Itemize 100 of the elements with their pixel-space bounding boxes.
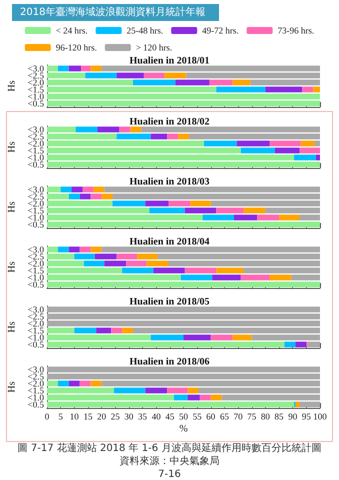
x-tick-label: 15 [83,412,93,422]
bar [274,148,300,154]
legend-label: < 24 hrs. [56,26,88,36]
x-tick-label: 95 [302,412,312,422]
bar [216,86,266,92]
bar [302,86,314,92]
y-tick-label: <1.0 [28,332,44,342]
x-tick-label: 100 [313,412,328,422]
bar [47,214,203,220]
bar [47,140,204,146]
bar [104,260,126,266]
y-tick-label: <1.5 [28,206,44,216]
y-axis-title: Hs [6,261,18,273]
chart-title: Hualien in 2018/05 [129,296,210,308]
bar [98,126,120,132]
bar [47,186,61,192]
y-tick-label: <0.5 [28,340,44,350]
bar [47,268,122,274]
bar [316,154,320,160]
bar [47,246,58,252]
bar [198,388,320,394]
y-axis-title: Hs [6,321,18,333]
bar [188,388,199,394]
bar [178,134,189,140]
y-tick-label: <2.0 [28,318,44,328]
chart-title: Hualien in 2018/03 [129,176,210,188]
bar [244,268,320,274]
bar [210,334,233,340]
y-tick-label: <0.5 [28,280,44,290]
bar [188,394,200,400]
y-tick-label: <3.0 [28,364,44,374]
bar [204,140,237,146]
source-note: 資料來源：中央氣象局 [118,455,220,468]
bar [295,402,300,408]
chart-title: Hualien in 2018/01 [129,56,210,66]
bar [269,274,292,280]
x-axis-title: % [179,424,188,434]
bar [158,254,320,260]
bar [240,148,275,154]
bar [119,126,130,132]
bar [232,334,252,340]
bar [244,208,266,214]
bar [93,186,104,192]
y-tick-label: <3.0 [28,64,44,74]
bar [240,274,270,280]
bar [114,388,146,394]
bar [145,200,168,206]
bar [47,374,320,380]
bar [94,254,117,260]
x-tick-label: 60 [206,412,216,422]
x-tick-label: 50 [179,412,188,422]
frame-outline: Hs <3.0 <2.5 <2.0 <1.5 <1.0 <0.5 Hualien in 2018/02 Hs <3.0 <2.5 <2.0 <1.5 <1.0 <0.5 Hualien in 2018/03 Hs <3.0 <2.5 <2.0 <1.5 <1.0 <0.5 Hualien in 2018/04 Hs <3.0 <2.5 <2.0 <1.5 <1.0 <0.5 Hualien in 2018/05 Hs % <3.0 <2.5 <2.0 <1.5 <1.0 <0.5 0 5 10 15 20 25 30 35 40 45 50 55 60 65 70 75 80 85 90 95 100 Hualien in 2018/06 [6,111,333,442]
legend-label: 96-120 hrs. [56,42,97,52]
bar [47,194,69,200]
bar [47,148,241,154]
x-tick-label: 55 [192,412,202,422]
bar [47,200,113,206]
bar [47,342,285,348]
bar [47,134,117,140]
bar [74,254,95,260]
bar [60,186,72,192]
bar [111,328,122,334]
y-tick-label: <2.5 [28,132,44,142]
y-tick-label: <1.5 [28,386,44,396]
legend-label: > 120 hrs. [136,42,172,52]
bar [232,80,250,86]
x-tick-label: 25 [110,412,120,422]
bar [308,342,320,348]
bar [47,126,76,132]
y-tick-label: <2.0 [28,78,44,88]
bar [80,246,91,252]
bar [68,246,80,252]
bar [216,208,244,214]
legend-label: 73-96 hrs. [278,26,314,36]
y-axis-title: Hs [6,381,18,393]
bar [146,260,168,266]
y-tick-label: <3.0 [28,304,44,314]
bar [102,380,320,386]
bar [149,208,185,214]
y-axis-title: Hs [6,141,18,153]
bar [210,200,320,206]
bar [234,214,258,220]
bar [174,394,188,400]
y-axis-title: Hs [6,80,18,92]
y-tick-label: <3.0 [28,184,44,194]
bar [236,140,270,146]
bar [190,200,211,206]
x-tick-label: 35 [138,412,148,422]
bar [76,126,98,132]
bar [168,200,190,206]
y-tick-label: <1.0 [28,212,44,222]
y-tick-label: <2.5 [28,372,44,382]
bar [122,328,133,334]
y-tick-label: <1.5 [28,326,44,336]
bar [96,328,112,334]
y-tick-label: <1.5 [28,146,44,156]
bar [144,72,164,78]
bar [137,254,158,260]
y-tick-label: <3.0 [28,244,44,254]
bar [300,140,315,146]
